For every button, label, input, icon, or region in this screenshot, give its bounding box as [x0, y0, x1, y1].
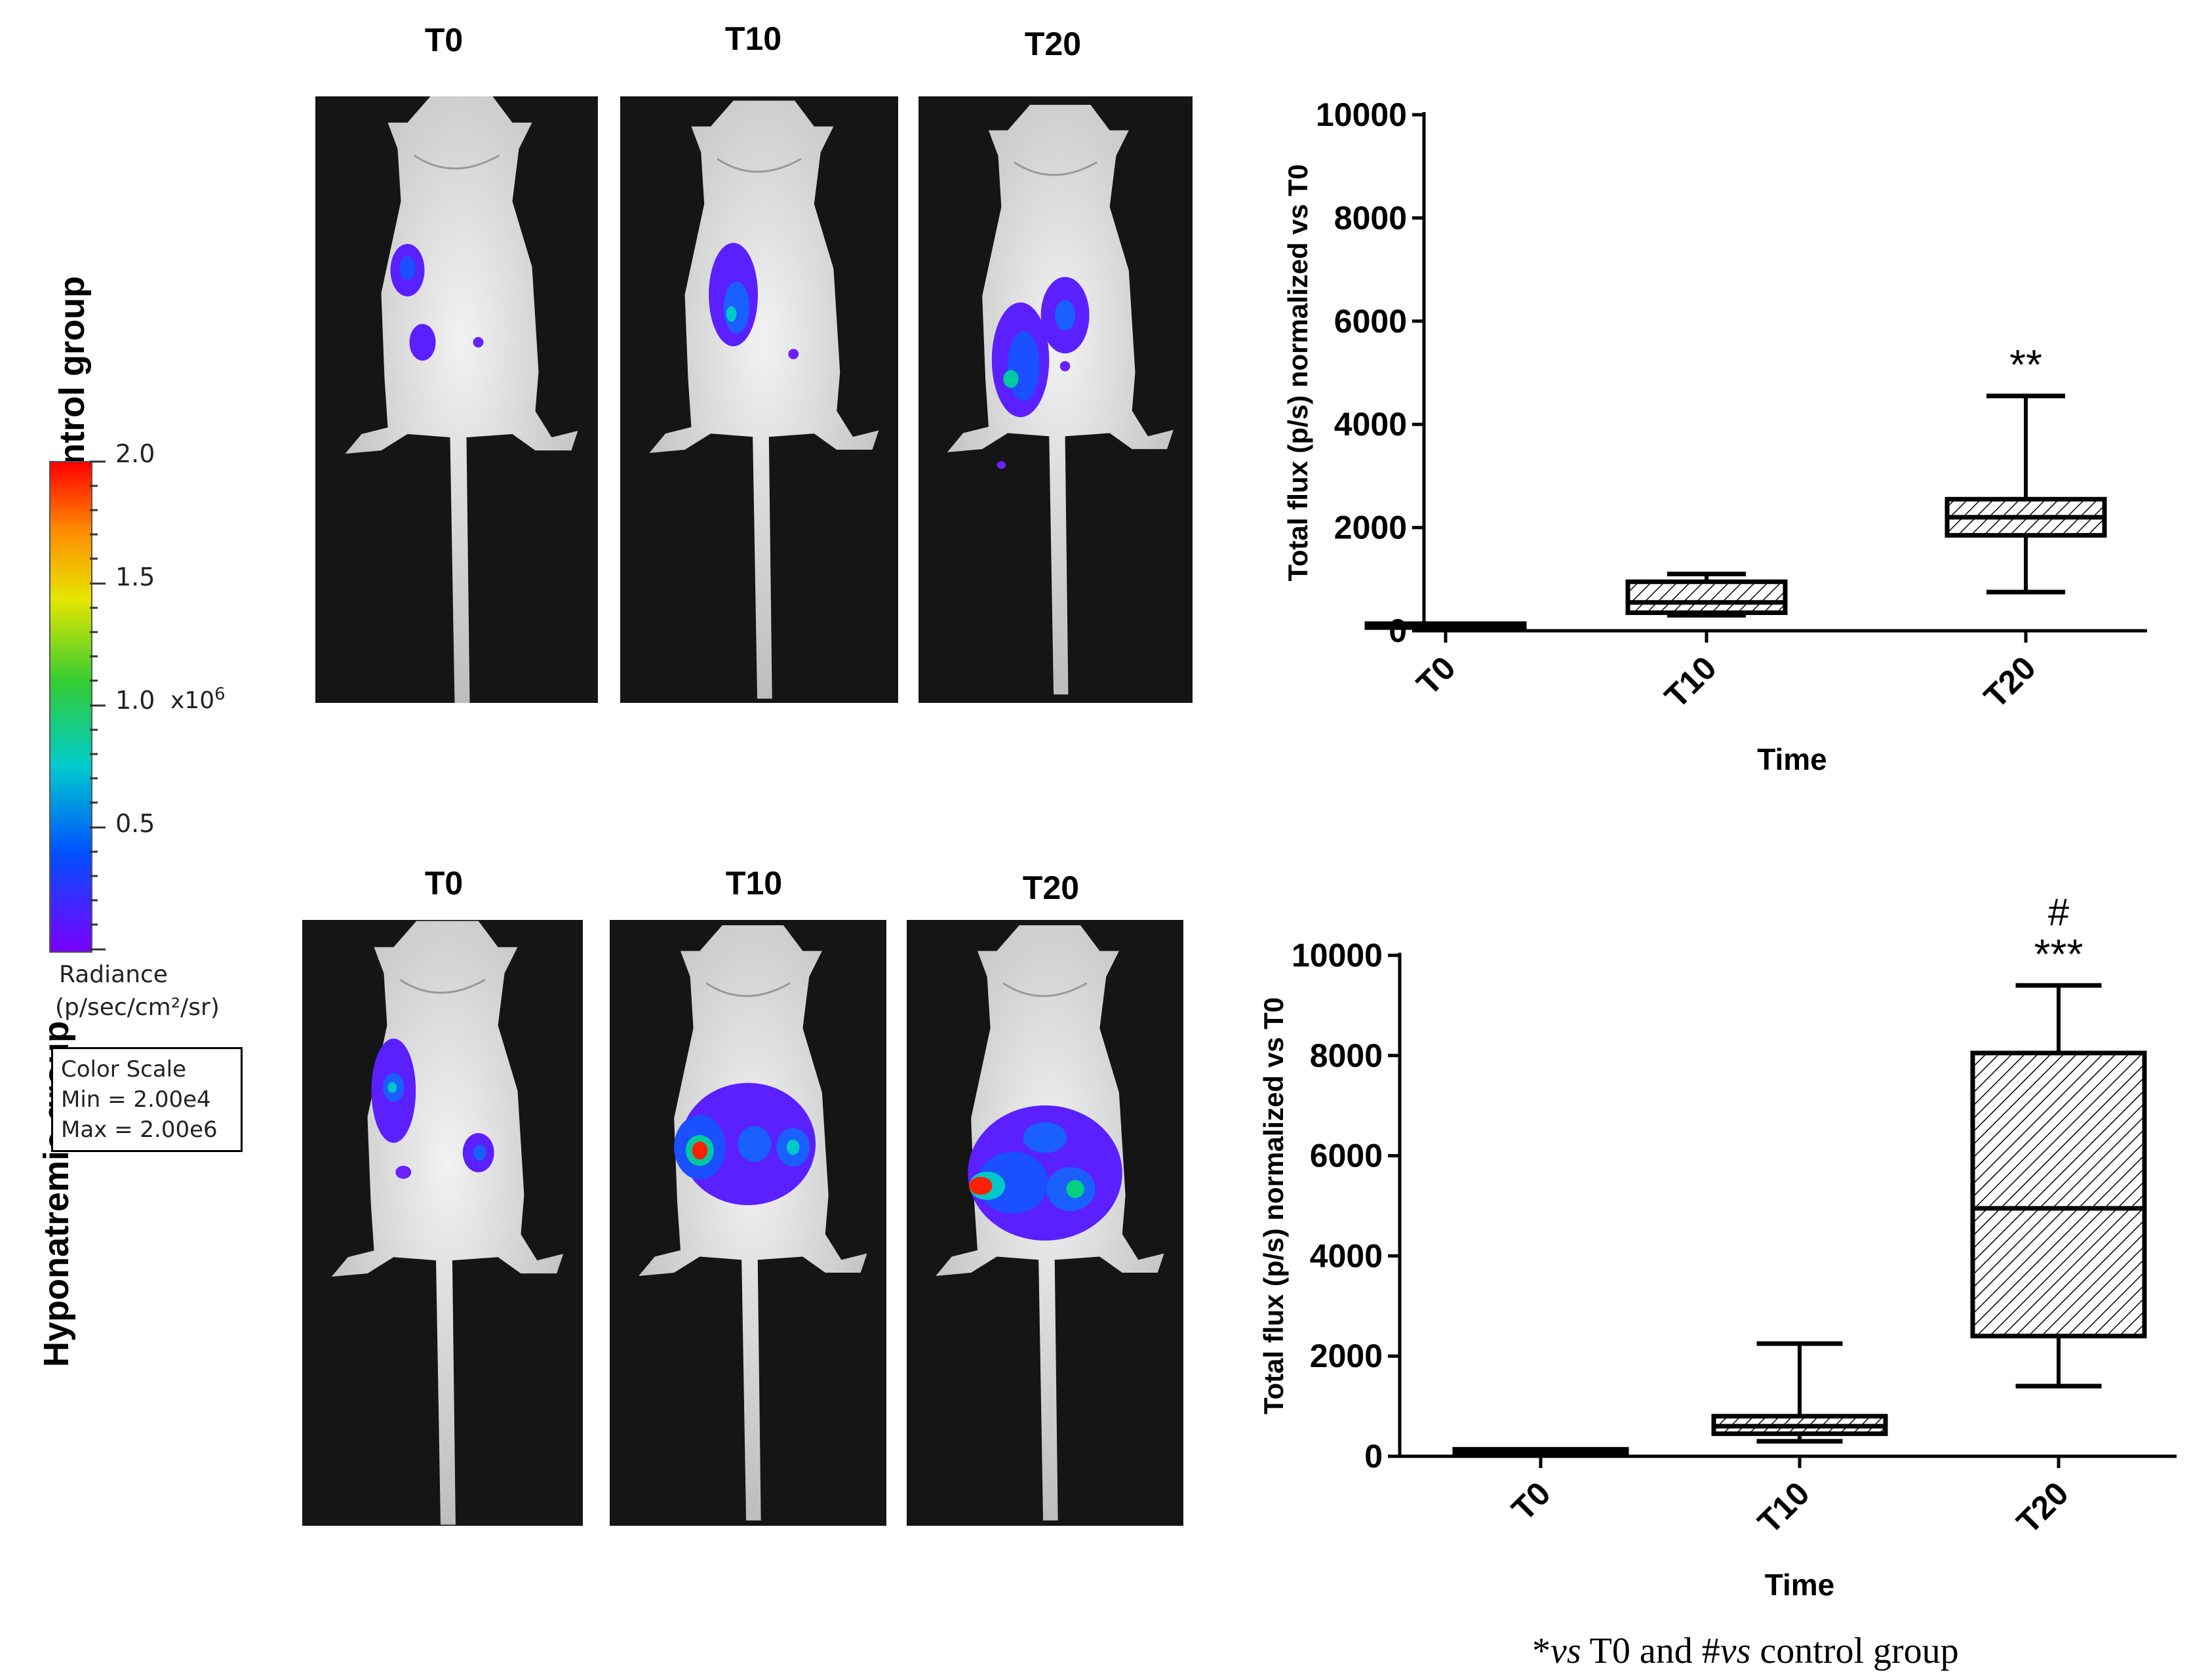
col-label-t10-hypo: T10 [725, 865, 783, 902]
x-tick-label: T10 [1657, 649, 1724, 715]
col-label-t20-control: T20 [1024, 26, 1082, 62]
significance-annotation-secondary: # [2048, 891, 2069, 934]
x-axis-label: Time [1765, 1568, 1835, 1602]
col-label-t20-hypo: T20 [1022, 869, 1080, 906]
y-tick-label: 4000 [1334, 406, 1407, 443]
y-tick-label: 2000 [1310, 1338, 1383, 1374]
y-tick-label: 8000 [1310, 1037, 1383, 1074]
significance-annotation: ** [2009, 341, 2042, 388]
x-tick-label: T20 [2009, 1475, 2076, 1541]
significance-footnote: *vs T0 and #vs control group [1532, 1631, 1959, 1671]
col-label-t0-hypo: T0 [424, 865, 464, 902]
y-tick-label: 4000 [1310, 1237, 1383, 1274]
radiance-label: Radiance [59, 961, 168, 988]
mouse-image-control-t10 [620, 96, 898, 703]
color-scale-multiplier: x106 [170, 685, 226, 714]
col-label-t0-control: T0 [424, 22, 464, 58]
x-tick-label: T10 [1750, 1475, 1817, 1541]
y-tick-label: 6000 [1334, 303, 1407, 340]
x-tick-label: T0 [1505, 1475, 1558, 1528]
color-scale-box-title: Color Scale [61, 1056, 187, 1083]
color-scale-max: Max = 2.00e6 [61, 1117, 218, 1143]
color-scale-ticks [90, 460, 106, 951]
color-scale-tick-1.5: 1.5 [115, 563, 155, 591]
color-scale-bar [49, 461, 92, 953]
mouse-image-hypo-t0 [302, 920, 583, 1526]
mouse-image-control-t20 [918, 96, 1193, 703]
color-scale-tick-2.0: 2.0 [115, 439, 155, 468]
y-tick-label: 6000 [1310, 1138, 1383, 1174]
box-iqr [1625, 579, 1788, 615]
x-tick-label: T20 [1977, 649, 2043, 715]
radiance-units-label: (p/sec/cm²/sr) [55, 994, 220, 1021]
y-tick-label: 8000 [1334, 199, 1407, 236]
color-scale-tick-1.0: 1.0 [115, 686, 155, 715]
color-scale-info-box: Color Scale Min = 2.00e4 Max = 2.00e6 [51, 1047, 243, 1152]
significance-annotation: *** [2034, 930, 2084, 978]
mouse-image-hypo-t20 [907, 920, 1183, 1526]
mouse-image-control-t0 [315, 96, 598, 703]
y-tick-label: 2000 [1334, 509, 1407, 546]
color-scale-tick-0.5: 0.5 [115, 809, 155, 838]
x-tick-label: T0 [1410, 649, 1463, 702]
y-axis-label: Total flux (p/s) normalized vs T0 [1258, 997, 1289, 1414]
x-axis-label: Time [1757, 742, 1827, 776]
color-scale-min: Min = 2.00e4 [61, 1086, 211, 1113]
box-iqr [1970, 1050, 2147, 1339]
y-tick-label: 10000 [1292, 937, 1383, 974]
col-label-t10-control: T10 [724, 20, 782, 57]
mouse-image-hypo-t10 [610, 920, 886, 1526]
y-tick-label: 0 [1364, 1438, 1383, 1475]
y-tick-label: 10000 [1316, 96, 1407, 133]
y-tick-label: 0 [1389, 612, 1407, 649]
y-axis-label: Total flux (p/s) normalized vs T0 [1282, 164, 1313, 581]
